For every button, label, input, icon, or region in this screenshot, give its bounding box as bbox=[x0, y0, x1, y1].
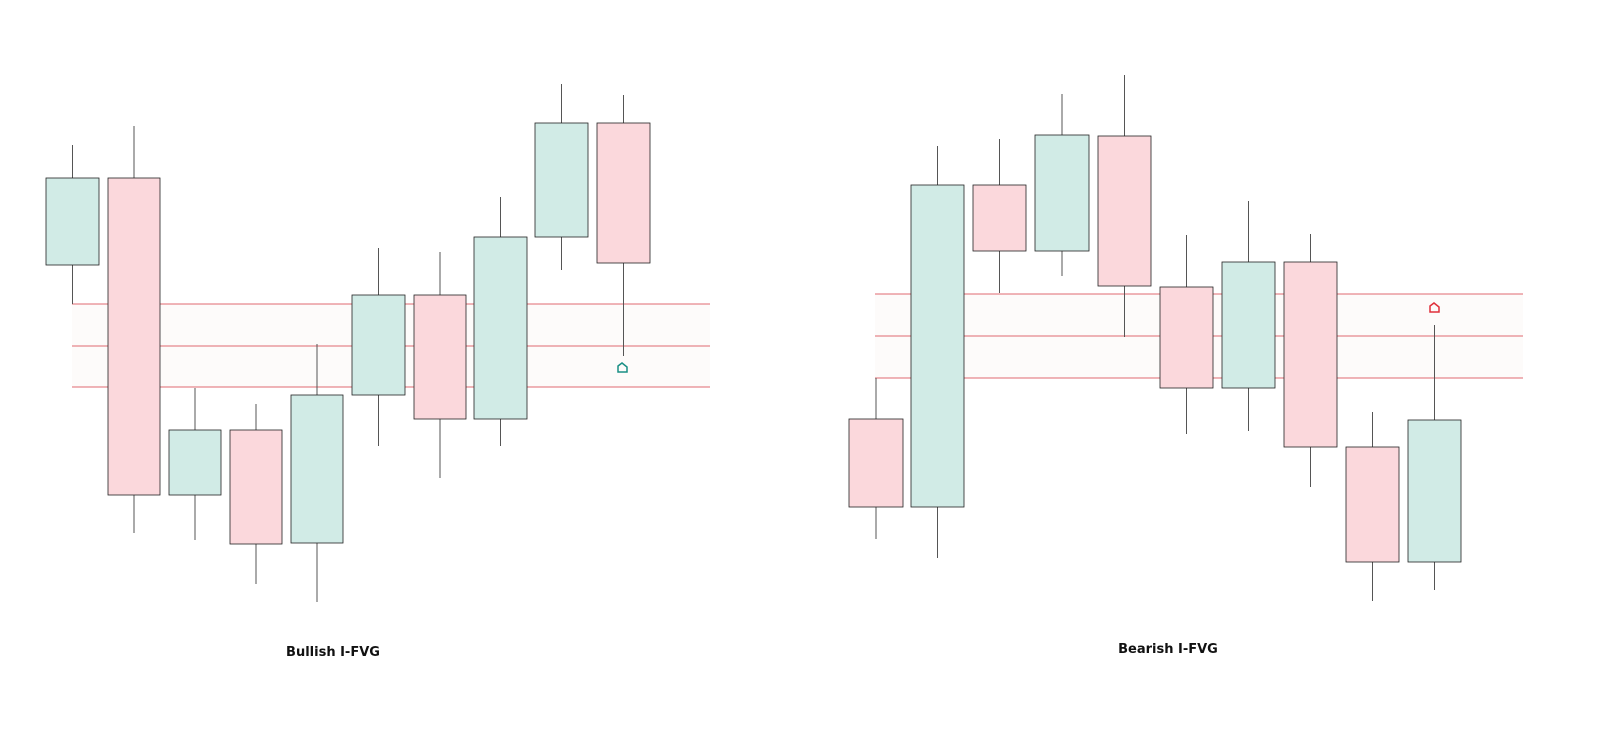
bearish-candle bbox=[1097, 135, 1152, 287]
entry-icon bbox=[617, 362, 628, 373]
bullish-candle bbox=[910, 184, 965, 508]
caption: Bearish I-FVG bbox=[1118, 642, 1218, 657]
bullish-candle bbox=[1221, 261, 1276, 389]
bearish-candle bbox=[1345, 446, 1400, 563]
bearish-candle bbox=[229, 429, 283, 545]
bullish-candle bbox=[45, 177, 100, 266]
bearish-candle bbox=[107, 177, 161, 496]
bearish-candle bbox=[413, 294, 467, 420]
bullish-candle bbox=[351, 294, 406, 396]
bullish-candle bbox=[473, 236, 528, 420]
entry-icon bbox=[1429, 302, 1440, 313]
bearish-candle bbox=[1283, 261, 1338, 448]
bullish-candle bbox=[1034, 134, 1090, 252]
bullish-candle bbox=[168, 429, 222, 496]
candles bbox=[45, 75, 1462, 602]
caption: Bullish I-FVG bbox=[286, 645, 380, 660]
bearish-candle bbox=[596, 122, 651, 264]
bullish-candle bbox=[290, 394, 344, 544]
bullish-candle bbox=[534, 122, 589, 238]
bearish-candle bbox=[1159, 286, 1214, 389]
bearish-candle bbox=[972, 184, 1027, 252]
bullish-candle bbox=[1407, 419, 1462, 563]
bearish-candle bbox=[848, 418, 904, 508]
